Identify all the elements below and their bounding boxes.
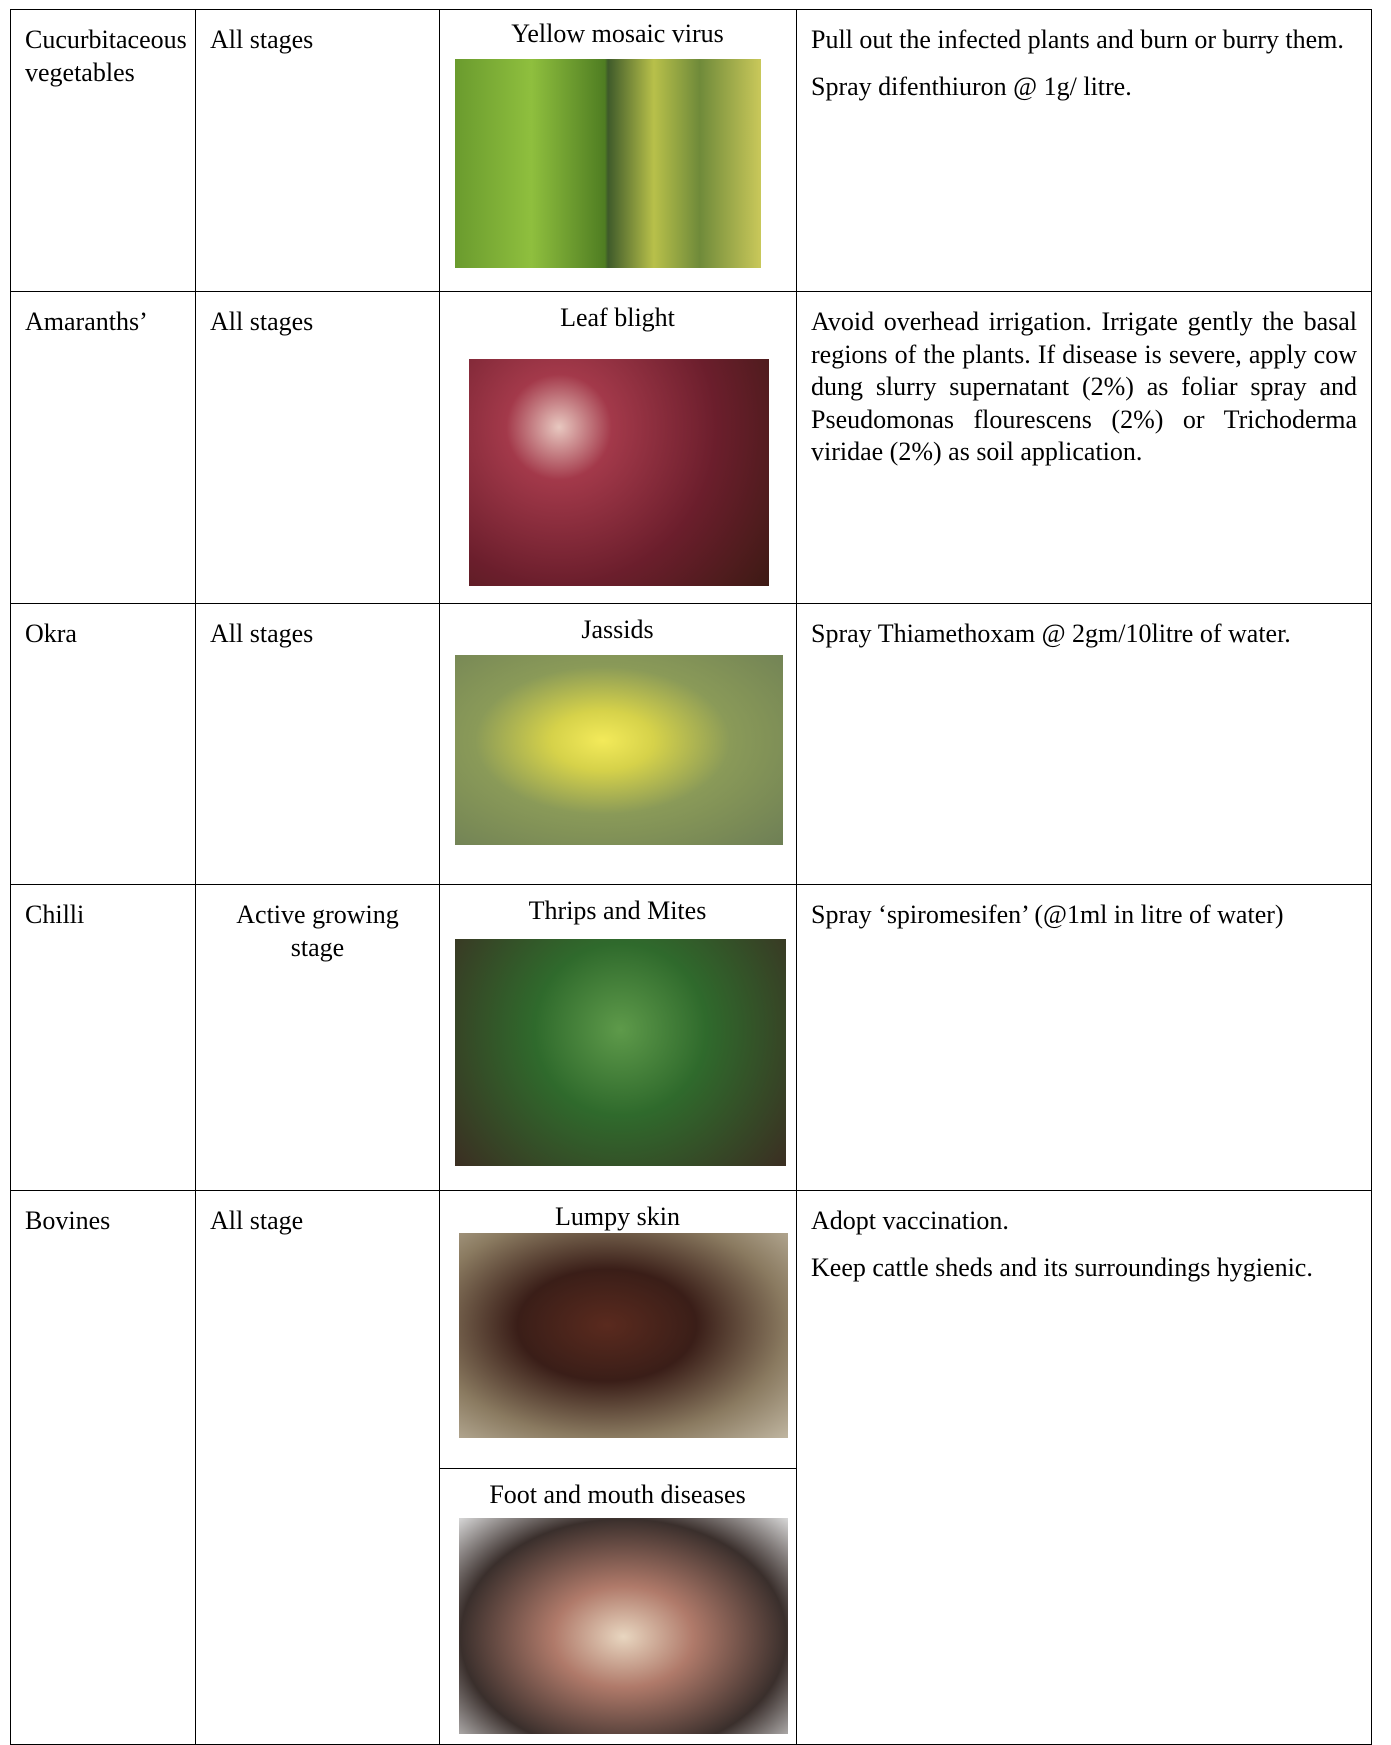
management-cell: Spray Thiamethoxam @ 2gm/10litre of wate… bbox=[796, 603, 1372, 885]
management-text: Keep cattle sheds and its surroundings h… bbox=[811, 1252, 1313, 1282]
crop-text: Cucurbitaceous vegetables bbox=[25, 25, 187, 87]
stage-cell: Active growing stage bbox=[195, 884, 440, 1191]
problem-photo bbox=[469, 359, 769, 586]
crop-cell: Bovines bbox=[10, 1190, 196, 1745]
problem-label: Yellow mosaic virus bbox=[511, 19, 724, 48]
problem-photo bbox=[455, 59, 761, 268]
management-text: Avoid overhead irrigation. Irrigate gent… bbox=[811, 307, 1357, 466]
problem-photo bbox=[459, 1233, 788, 1438]
crop-cell: Amaranths’ bbox=[10, 291, 196, 604]
problem-label: Lumpy skin bbox=[555, 1202, 680, 1231]
stage-text: All stages bbox=[210, 307, 314, 336]
crop-cell: Cucurbitaceous vegetables bbox=[10, 9, 196, 292]
management-text: Spray Thiamethoxam @ 2gm/10litre of wate… bbox=[811, 619, 1291, 648]
stage-text: All stages bbox=[210, 619, 314, 648]
problem-photo bbox=[459, 1518, 788, 1734]
crop-cell: Chilli bbox=[10, 884, 196, 1191]
problem-label: Thrips and Mites bbox=[528, 896, 707, 925]
crop-text: Bovines bbox=[25, 1206, 111, 1235]
problem-photo bbox=[455, 655, 783, 845]
crop-cell: Okra bbox=[10, 603, 196, 885]
crop-text: Chilli bbox=[25, 900, 85, 929]
stage-cell: All stages bbox=[195, 9, 440, 292]
management-cell: Adopt vaccination. Keep cattle sheds and … bbox=[796, 1190, 1372, 1745]
stage-cell: All stage bbox=[195, 1190, 440, 1745]
management-text: Spray difenthiuron @ 1g/ litre. bbox=[811, 71, 1132, 101]
stage-text: All stage bbox=[210, 1206, 304, 1235]
crop-text: Amaranths’ bbox=[25, 307, 148, 336]
stage-text: Active growing stage bbox=[236, 900, 399, 962]
stage-text: All stages bbox=[210, 25, 314, 54]
problem-label: Leaf blight bbox=[560, 303, 675, 332]
problem-label: Jassids bbox=[581, 615, 654, 644]
management-cell: Avoid overhead irrigation. Irrigate gent… bbox=[796, 291, 1372, 604]
problem-photo bbox=[455, 939, 786, 1166]
stage-cell: All stages bbox=[195, 603, 440, 885]
crop-text: Okra bbox=[25, 619, 77, 648]
management-cell: Spray ‘spiromesifen’ (@1ml in litre of w… bbox=[796, 884, 1372, 1191]
management-text: Spray ‘spiromesifen’ (@1ml in litre of w… bbox=[811, 900, 1284, 929]
problem-label: Foot and mouth diseases bbox=[489, 1480, 746, 1509]
management-text: Adopt vaccination. bbox=[811, 1206, 1009, 1235]
management-text: Pull out the infected plants and burn or… bbox=[811, 25, 1344, 54]
management-cell: Pull out the infected plants and burn or… bbox=[796, 9, 1372, 292]
stage-cell: All stages bbox=[195, 291, 440, 604]
